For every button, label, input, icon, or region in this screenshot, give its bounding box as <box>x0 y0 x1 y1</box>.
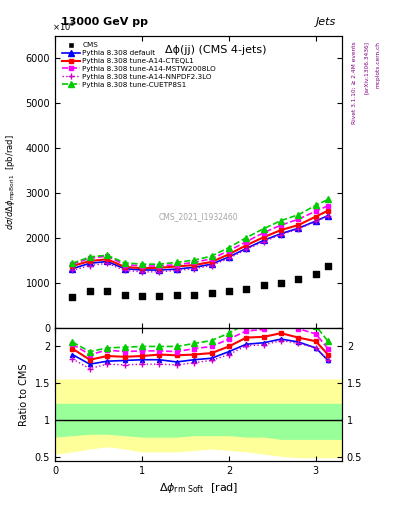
Point <box>295 275 301 284</box>
Point <box>278 279 284 287</box>
Point <box>174 291 180 300</box>
Text: mcplots.cern.ch: mcplots.cern.ch <box>375 41 380 88</box>
Point <box>121 291 128 300</box>
Point <box>313 270 319 278</box>
Point <box>208 289 215 297</box>
Text: [arXiv:1306.3436]: [arXiv:1306.3436] <box>364 41 369 94</box>
Text: Δϕ(jj) (CMS 4-jets): Δϕ(jj) (CMS 4-jets) <box>165 45 266 55</box>
Text: Rivet 3.1.10; ≥ 2.4M events: Rivet 3.1.10; ≥ 2.4M events <box>352 41 357 123</box>
Point <box>243 285 250 293</box>
Point <box>226 287 232 295</box>
Text: CMS_2021_I1932460: CMS_2021_I1932460 <box>159 212 238 222</box>
Point <box>104 287 110 295</box>
Point <box>69 292 75 301</box>
Point <box>156 292 162 300</box>
Point <box>261 281 267 289</box>
Point <box>191 291 197 299</box>
Point <box>86 287 93 295</box>
Text: $\times10^3$: $\times10^3$ <box>52 20 75 33</box>
Text: Jets: Jets <box>316 17 336 27</box>
X-axis label: $\Delta\phi_{\rm rm\ Soft}$  [rad]: $\Delta\phi_{\rm rm\ Soft}$ [rad] <box>159 481 238 495</box>
Point <box>325 262 331 270</box>
Y-axis label: $d\sigma/d\Delta\phi_{\rm mpBori1}$  [pb/rad]: $d\sigma/d\Delta\phi_{\rm mpBori1}$ [pb/… <box>5 134 18 230</box>
Point <box>139 292 145 300</box>
Legend: CMS, Pythia 8.308 default, Pythia 8.308 tune-A14-CTEQL1, Pythia 8.308 tune-A14-M: CMS, Pythia 8.308 default, Pythia 8.308 … <box>59 39 219 91</box>
Y-axis label: Ratio to CMS: Ratio to CMS <box>19 363 29 425</box>
Text: 13000 GeV pp: 13000 GeV pp <box>61 17 148 27</box>
